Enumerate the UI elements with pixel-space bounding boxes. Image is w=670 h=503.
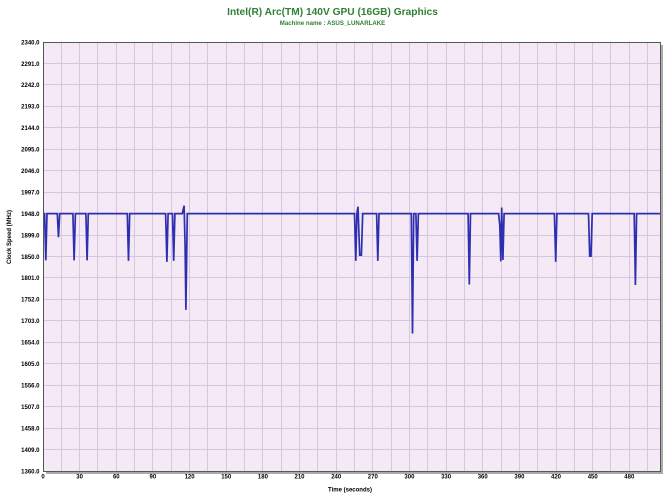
svg-text:Machine name : ASUS_LUNARLAKE: Machine name : ASUS_LUNARLAKE [280, 20, 385, 27]
svg-text:120: 120 [185, 475, 196, 481]
svg-text:360: 360 [478, 475, 489, 481]
svg-text:1409.0: 1409.0 [21, 448, 40, 454]
svg-text:Intel(R) Arc(TM) 140V GPU (16G: Intel(R) Arc(TM) 140V GPU (16GB) Graphic… [227, 7, 438, 18]
svg-text:420: 420 [551, 475, 562, 481]
svg-text:1703.0: 1703.0 [21, 319, 40, 325]
svg-text:2340.0: 2340.0 [21, 40, 40, 46]
svg-text:1997.0: 1997.0 [21, 191, 40, 197]
svg-text:270: 270 [368, 475, 379, 481]
svg-text:1801.0: 1801.0 [21, 276, 40, 282]
svg-text:390: 390 [514, 475, 525, 481]
svg-text:210: 210 [294, 475, 305, 481]
svg-text:1458.0: 1458.0 [21, 426, 40, 432]
svg-text:1899.0: 1899.0 [21, 233, 40, 239]
svg-text:1654.0: 1654.0 [21, 341, 40, 347]
svg-text:240: 240 [331, 475, 342, 481]
svg-text:2242.0: 2242.0 [21, 83, 40, 89]
svg-text:90: 90 [150, 475, 157, 481]
svg-text:2291.0: 2291.0 [21, 62, 40, 68]
svg-text:Clock Speed (MHz): Clock Speed (MHz) [7, 210, 13, 264]
svg-text:1948.0: 1948.0 [21, 212, 40, 218]
svg-text:480: 480 [624, 475, 635, 481]
svg-text:60: 60 [113, 475, 120, 481]
svg-text:2046.0: 2046.0 [21, 169, 40, 175]
svg-text:330: 330 [441, 475, 452, 481]
svg-text:1507.0: 1507.0 [21, 405, 40, 411]
svg-text:2193.0: 2193.0 [21, 105, 40, 111]
svg-text:300: 300 [404, 475, 415, 481]
svg-text:1752.0: 1752.0 [21, 298, 40, 304]
svg-text:1360.0: 1360.0 [21, 469, 40, 475]
svg-text:2095.0: 2095.0 [21, 148, 40, 154]
svg-text:150: 150 [221, 475, 232, 481]
svg-text:1605.0: 1605.0 [21, 362, 40, 368]
svg-text:30: 30 [76, 475, 83, 481]
svg-text:450: 450 [588, 475, 599, 481]
svg-text:180: 180 [258, 475, 269, 481]
svg-text:2144.0: 2144.0 [21, 126, 40, 132]
svg-text:0: 0 [41, 475, 45, 481]
svg-text:Time (seconds): Time (seconds) [328, 488, 372, 494]
svg-text:1556.0: 1556.0 [21, 384, 40, 390]
svg-text:1850.0: 1850.0 [21, 255, 40, 261]
